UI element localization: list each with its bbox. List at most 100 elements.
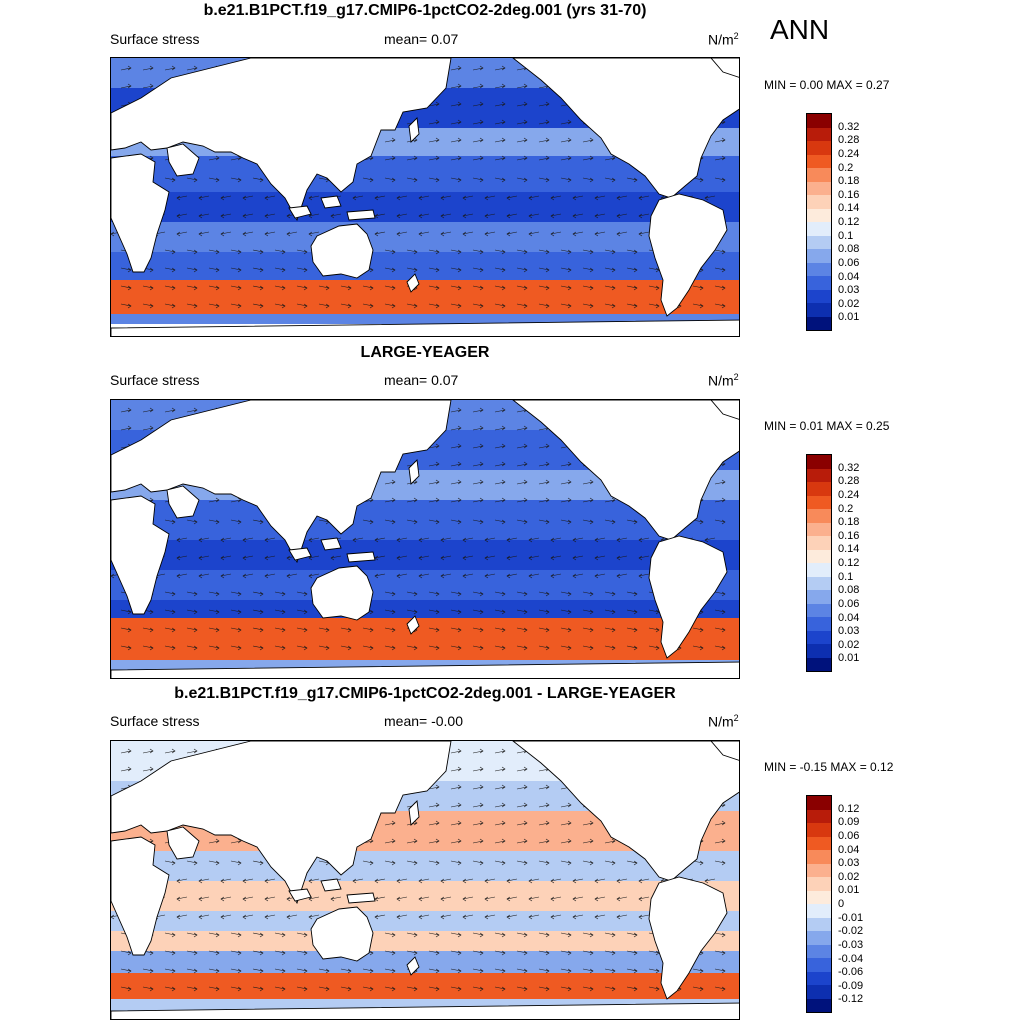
panel-2-colorbar	[806, 454, 832, 672]
panel-1-variable-label: Surface stress	[110, 31, 200, 47]
colorbar-tick-label: 0.32	[838, 120, 860, 133]
colorbar-swatch	[807, 316, 831, 330]
colorbar-tick-label: -0.02	[838, 925, 864, 938]
panel-2-units-label: N/m2	[708, 372, 739, 389]
colorbar-swatch	[807, 576, 831, 590]
colorbar-tick-label: 0.16	[838, 188, 860, 201]
panel-2-variable-label: Surface stress	[110, 372, 200, 388]
colorbar-tick-label: 0.14	[838, 543, 860, 556]
colorbar-tick-label: 0.24	[838, 488, 860, 501]
colorbar-swatch	[807, 195, 831, 209]
colorbar-tick-label: -0.04	[838, 952, 864, 965]
colorbar-tick-label: -0.12	[838, 993, 864, 1006]
colorbar-tick-label: 0.24	[838, 147, 860, 160]
colorbar-swatch	[807, 630, 831, 644]
colorbar-swatch	[807, 468, 831, 482]
colorbar-tick-label: -0.03	[838, 938, 864, 951]
colorbar-tick-label: 0.12	[838, 216, 860, 228]
colorbar-swatch	[807, 114, 831, 128]
colorbar-tick-label: 0.02	[838, 297, 860, 310]
panel-2-mean-label: mean= 0.07	[384, 372, 459, 388]
colorbar-swatch	[807, 235, 831, 249]
panel-3-units-label: N/m2	[708, 713, 739, 730]
colorbar-tick-label: 0.01	[838, 652, 860, 665]
colorbar-tick-label: 0.1	[838, 570, 854, 583]
panel-1-mean-label: mean= 0.07	[384, 31, 459, 47]
colorbar-swatch	[807, 644, 831, 658]
colorbar-swatch	[807, 944, 831, 958]
panel-1-map	[110, 57, 740, 337]
colorbar-swatch	[807, 154, 831, 168]
colorbar-tick-label: 0.09	[838, 816, 860, 829]
colorbar-swatch	[807, 482, 831, 496]
colorbar-tick-label: 0.18	[838, 516, 860, 529]
colorbar-tick-label: 0.03	[838, 284, 860, 297]
colorbar-swatch	[807, 249, 831, 263]
colorbar-swatch	[807, 796, 831, 810]
colorbar-swatch	[807, 836, 831, 850]
colorbar-tick-label: 0.32	[838, 461, 860, 474]
panel-2-map	[110, 399, 740, 679]
colorbar-swatch	[807, 657, 831, 671]
colorbar-swatch	[807, 522, 831, 536]
colorbar-swatch	[807, 958, 831, 972]
colorbar-swatch	[807, 276, 831, 290]
colorbar-swatch	[807, 208, 831, 222]
colorbar-tick-label: -0.09	[838, 979, 864, 992]
colorbar-swatch	[807, 181, 831, 195]
colorbar-swatch	[807, 455, 831, 469]
colorbar-swatch	[807, 877, 831, 891]
colorbar-tick-label: 0.28	[838, 134, 860, 147]
colorbar-tick-label: 0.06	[838, 597, 860, 610]
colorbar-tick-label: 0.01	[838, 311, 860, 324]
colorbar-swatch	[807, 617, 831, 631]
colorbar-tick-label: 0.28	[838, 475, 860, 488]
colorbar-tick-label: 0.2	[838, 502, 854, 515]
colorbar-swatch	[807, 809, 831, 823]
colorbar-swatch	[807, 563, 831, 577]
panel-3-variable-label: Surface stress	[110, 713, 200, 729]
colorbar-tick-label: 0.08	[838, 243, 860, 256]
colorbar-tick-label: 0.03	[838, 857, 860, 870]
colorbar-swatch	[807, 222, 831, 236]
season-label: ANN	[770, 14, 830, 45]
colorbar-tick-label: 0.02	[838, 638, 860, 651]
panel-1-title: b.e21.B1PCT.f19_g17.CMIP6-1pctCO2-2deg.0…	[203, 2, 647, 19]
colorbar-swatch	[807, 549, 831, 563]
colorbar-tick-label: 0.16	[838, 529, 860, 542]
colorbar-swatch	[807, 141, 831, 155]
panel-2-title: LARGE-YEAGER	[360, 344, 490, 361]
colorbar-tick-label: 0.01	[838, 884, 860, 897]
panel-1-minmax: MIN = 0.00 MAX = 0.27	[764, 78, 890, 92]
panel-2-minmax: MIN = 0.01 MAX = 0.25	[764, 419, 890, 433]
colorbar-swatch	[807, 823, 831, 837]
colorbar-tick-label: 0.08	[838, 584, 860, 597]
panel-1-colorbar	[806, 113, 832, 331]
colorbar-swatch	[807, 971, 831, 985]
colorbar-swatch	[807, 127, 831, 141]
colorbar-tick-label: 0.03	[838, 625, 860, 638]
panel-1-units-label: N/m2	[708, 31, 739, 48]
colorbar-tick-label: 0.04	[838, 270, 860, 283]
colorbar-tick-label: 0.12	[838, 802, 860, 815]
colorbar-swatch	[807, 863, 831, 877]
colorbar-tick-label: 0.02	[838, 870, 860, 883]
panel-3-minmax: MIN = -0.15 MAX = 0.12	[764, 760, 894, 774]
colorbar-tick-label: 0.14	[838, 202, 860, 215]
colorbar-swatch	[807, 168, 831, 182]
panel-3-mean-label: mean= -0.00	[384, 713, 463, 729]
colorbar-swatch	[807, 536, 831, 550]
colorbar-swatch	[807, 262, 831, 276]
colorbar-swatch	[807, 904, 831, 918]
colorbar-swatch	[807, 495, 831, 509]
colorbar-tick-label: 0.1	[838, 229, 854, 242]
colorbar-tick-label: 0.12	[838, 557, 860, 569]
colorbar-tick-label: 0.18	[838, 175, 860, 188]
colorbar-swatch	[807, 850, 831, 864]
colorbar-tick-label: 0.06	[838, 829, 860, 842]
colorbar-swatch	[807, 509, 831, 523]
panel-3-map	[110, 740, 740, 1020]
colorbar-swatch	[807, 931, 831, 945]
colorbar-tick-label: 0.04	[838, 611, 860, 624]
colorbar-swatch	[807, 289, 831, 303]
